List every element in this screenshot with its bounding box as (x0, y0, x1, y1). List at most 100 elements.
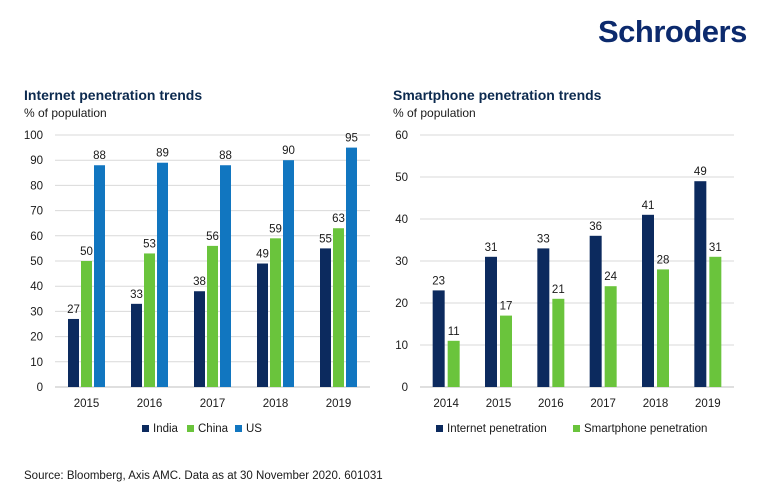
c2-bar (432, 290, 445, 387)
c2-ytick-label: 40 (395, 214, 408, 226)
c2-data-label: 23 (432, 275, 445, 287)
c1-bar (81, 261, 92, 387)
c1-bar (131, 303, 142, 387)
c1-ytick-label: 90 (30, 155, 43, 167)
c1-ytick-label: 60 (30, 231, 43, 243)
c2-ytick-label: 60 (395, 130, 408, 142)
c2-bar (642, 214, 654, 387)
c2-bar (589, 235, 602, 387)
c2-ytick-label: 0 (402, 382, 408, 394)
c1-ytick-label: 10 (30, 357, 43, 369)
c1-bar (207, 245, 218, 387)
c2-data-label: 41 (642, 200, 655, 212)
c1-data-label: 56 (206, 231, 219, 243)
c2-ytick-label: 10 (395, 340, 408, 352)
c2-legend-label: Internet penetration (447, 423, 547, 435)
source-note: Source: Bloomberg, Axis AMC. Data as at … (24, 470, 383, 482)
schroders-logo: Schroders (598, 14, 747, 49)
c1-data-label: 88 (219, 150, 232, 162)
c1-data-label: 38 (193, 276, 206, 288)
c2-data-label: 11 (448, 326, 460, 338)
c1-bar (270, 238, 281, 387)
c1-data-label: 55 (319, 233, 332, 245)
chart2-title: Smartphone penetration trends (393, 87, 602, 103)
c1-bar (194, 291, 205, 387)
c2-data-label: 49 (694, 166, 707, 178)
c1-bar (283, 160, 294, 387)
c2-data-label: 31 (485, 242, 498, 254)
c1-bar (333, 228, 344, 387)
c1-xtick-label: 2018 (263, 398, 289, 410)
c2-xtick-label: 2016 (538, 398, 564, 410)
c2-bar (485, 256, 497, 387)
c2-legend-swatch (436, 425, 443, 432)
c2-data-label: 24 (604, 271, 617, 283)
c2-legend-swatch (573, 425, 580, 432)
c1-xtick-label: 2019 (326, 398, 352, 410)
c1-legend-swatch (187, 425, 194, 432)
c1-data-label: 90 (282, 145, 295, 157)
c1-xtick-label: 2015 (74, 398, 100, 410)
c1-ytick-label: 70 (30, 206, 43, 218)
c1-ytick-label: 30 (30, 306, 43, 318)
c2-bar (657, 269, 669, 387)
c1-bar (320, 248, 331, 387)
c2-bar (552, 298, 565, 387)
c1-data-label: 63 (332, 213, 345, 225)
c2-bar (604, 286, 617, 387)
c1-ytick-label: 50 (30, 256, 43, 268)
c1-data-label: 33 (130, 289, 143, 301)
c1-ytick-label: 80 (30, 180, 43, 192)
c2-data-label: 21 (552, 284, 565, 296)
c2-bar (709, 256, 722, 387)
c1-ytick-label: 40 (30, 281, 43, 293)
c1-data-label: 95 (345, 133, 358, 145)
c1-legend-swatch (235, 425, 242, 432)
c2-bar (537, 248, 550, 387)
c1-data-label: 53 (143, 238, 156, 250)
c1-data-label: 88 (93, 150, 106, 162)
c2-xtick-label: 2017 (590, 398, 616, 410)
c1-bar (346, 147, 357, 387)
c1-bar (157, 162, 168, 387)
c1-ytick-label: 0 (37, 382, 43, 394)
c2-data-label: 28 (657, 254, 670, 266)
c2-xtick-label: 2019 (695, 398, 721, 410)
c1-data-label: 27 (67, 304, 80, 316)
c1-bar (220, 165, 231, 387)
c2-legend-label: Smartphone penetration (584, 423, 707, 435)
c2-ytick-label: 20 (395, 298, 408, 310)
c2-data-label: 31 (709, 242, 722, 254)
chart1-subtitle: % of population (24, 106, 107, 120)
c1-bar (94, 165, 105, 387)
c1-data-label: 50 (80, 246, 93, 258)
c2-xtick-label: 2018 (643, 398, 669, 410)
c1-data-label: 59 (269, 223, 282, 235)
c1-ytick-label: 20 (30, 332, 43, 344)
c2-data-label: 36 (589, 221, 602, 233)
c2-ytick-label: 30 (395, 256, 408, 268)
c2-xtick-label: 2014 (433, 398, 459, 410)
c2-ytick-label: 50 (395, 172, 408, 184)
c2-bar (500, 315, 512, 387)
c2-bar (447, 340, 460, 387)
c1-xtick-label: 2017 (200, 398, 226, 410)
c1-ytick-label: 100 (24, 130, 43, 142)
c1-legend-swatch (142, 425, 149, 432)
chart2-subtitle: % of population (393, 106, 476, 120)
c1-legend-label: US (246, 423, 262, 435)
chart1-title: Internet penetration trends (24, 87, 203, 103)
c1-bar (68, 318, 79, 387)
c1-legend-label: India (153, 423, 179, 435)
c1-data-label: 89 (156, 148, 169, 160)
c1-xtick-label: 2016 (137, 398, 163, 410)
c2-bar (694, 181, 707, 387)
c1-bar (257, 263, 268, 387)
c1-legend-label: China (198, 423, 229, 435)
c2-xtick-label: 2015 (486, 398, 512, 410)
c1-data-label: 49 (256, 249, 269, 261)
c2-data-label: 33 (537, 233, 550, 245)
c2-data-label: 17 (500, 301, 513, 313)
